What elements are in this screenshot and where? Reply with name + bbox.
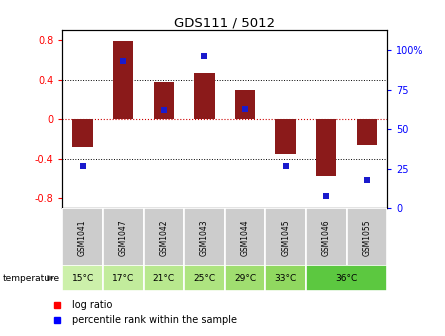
Text: 21°C: 21°C bbox=[153, 274, 175, 283]
Text: 33°C: 33°C bbox=[275, 274, 297, 283]
Bar bbox=[73, 119, 93, 147]
Text: 17°C: 17°C bbox=[112, 274, 134, 283]
Bar bbox=[316, 119, 336, 176]
Text: GSM1045: GSM1045 bbox=[281, 219, 290, 256]
Bar bbox=[306, 208, 347, 267]
Text: GSM1042: GSM1042 bbox=[159, 219, 168, 256]
Text: log ratio: log ratio bbox=[72, 300, 113, 310]
Bar bbox=[184, 208, 225, 267]
Bar bbox=[62, 208, 103, 267]
Text: GSM1044: GSM1044 bbox=[241, 219, 250, 256]
Bar bbox=[143, 265, 184, 291]
Bar bbox=[275, 119, 296, 154]
Bar bbox=[225, 208, 265, 267]
Text: percentile rank within the sample: percentile rank within the sample bbox=[72, 315, 237, 325]
Bar bbox=[194, 73, 214, 119]
Bar bbox=[225, 265, 265, 291]
Bar bbox=[347, 208, 387, 267]
Bar bbox=[306, 265, 387, 291]
Text: 36°C: 36°C bbox=[336, 274, 358, 283]
Bar bbox=[184, 265, 225, 291]
Text: 25°C: 25°C bbox=[194, 274, 215, 283]
Bar bbox=[103, 208, 143, 267]
Bar bbox=[357, 119, 377, 145]
Text: GSM1043: GSM1043 bbox=[200, 219, 209, 256]
Bar bbox=[265, 208, 306, 267]
Bar bbox=[154, 82, 174, 119]
Bar bbox=[143, 208, 184, 267]
Text: GSM1055: GSM1055 bbox=[362, 219, 371, 256]
Bar bbox=[113, 41, 134, 119]
Text: 29°C: 29°C bbox=[234, 274, 256, 283]
Text: GSM1046: GSM1046 bbox=[322, 219, 331, 256]
Bar bbox=[235, 90, 255, 119]
Text: temperature: temperature bbox=[2, 274, 59, 283]
Text: 15°C: 15°C bbox=[72, 274, 94, 283]
Text: GSM1041: GSM1041 bbox=[78, 219, 87, 256]
Text: GSM1047: GSM1047 bbox=[119, 219, 128, 256]
Title: GDS111 / 5012: GDS111 / 5012 bbox=[174, 16, 275, 29]
Bar bbox=[265, 265, 306, 291]
Bar bbox=[103, 265, 143, 291]
Bar bbox=[62, 265, 103, 291]
